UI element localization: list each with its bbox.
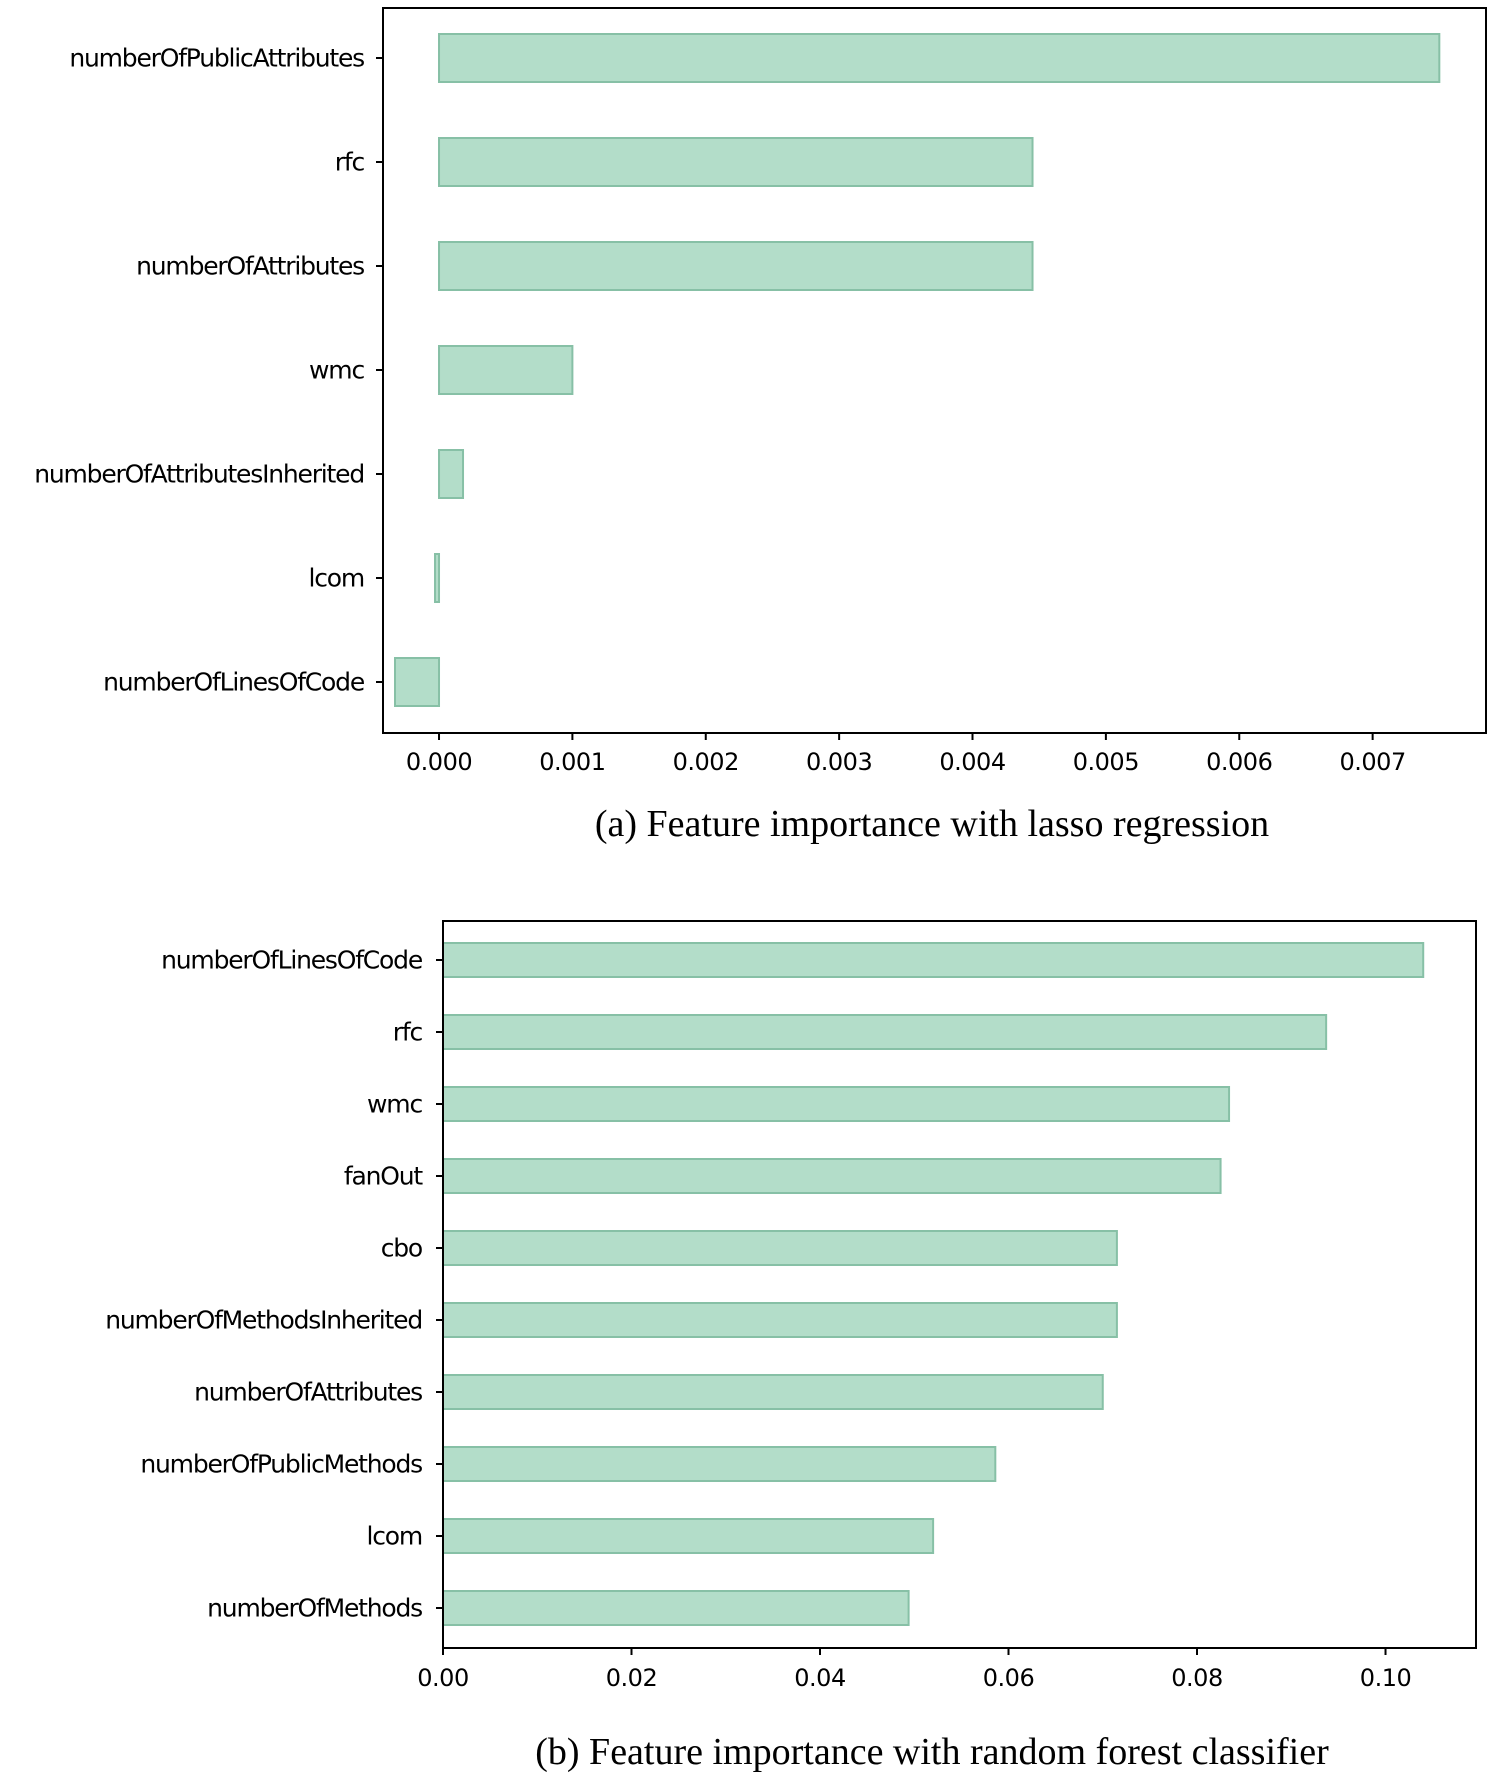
- rf-bar-fan-out: [442, 1158, 1222, 1194]
- rf-category-label: wmc: [367, 1090, 422, 1119]
- lasso-bar-lcom: [434, 553, 441, 603]
- random-forest-feature-importance-chart: numberOfLinesOfCode rfc wmc fanOut cbo number…: [105, 920, 1477, 1692]
- random-forest-chart-caption: (b) Feature importance with random fores…: [535, 1731, 1329, 1773]
- lasso-chart-caption: (a) Feature importance with lasso regres…: [595, 803, 1269, 845]
- lasso-category-label: numberOfAttributesInherited: [34, 460, 364, 489]
- rf-x-tick-label: 0.00: [417, 1664, 468, 1692]
- lasso-category-label: wmc: [309, 356, 364, 385]
- lasso-bar-number-of-public-attributes: [438, 33, 1441, 83]
- rf-bar-number-of-methods-inherited: [442, 1302, 1118, 1338]
- lasso-bar-rfc: [438, 137, 1034, 187]
- rf-x-tick-label: 0.06: [983, 1664, 1034, 1692]
- rf-bar-number-of-lines-of-code: [442, 942, 1425, 978]
- rf-bar-number-of-attributes: [442, 1374, 1104, 1410]
- rf-category-label: numberOfAttributes: [194, 1378, 422, 1407]
- lasso-bar-wmc: [438, 345, 574, 395]
- rf-bar-lcom: [442, 1518, 935, 1554]
- rf-category-label: lcom: [366, 1522, 422, 1551]
- rf-plot-frame: [442, 920, 1477, 1649]
- rf-x-tick-label: 0.04: [794, 1664, 845, 1692]
- rf-category-label: numberOfMethodsInherited: [105, 1306, 422, 1335]
- lasso-x-tick-label: 0.000: [406, 748, 472, 776]
- rf-x-tick-label: 0.02: [606, 1664, 657, 1692]
- rf-bar-cbo: [442, 1230, 1118, 1266]
- lasso-category-label: rfc: [335, 148, 365, 177]
- lasso-x-tick-label: 0.006: [1206, 748, 1272, 776]
- rf-category-label: numberOfLinesOfCode: [161, 946, 423, 975]
- lasso-x-tick-label: 0.003: [806, 748, 872, 776]
- lasso-bar-number-of-attributes: [438, 241, 1034, 291]
- rf-bar-number-of-methods: [442, 1590, 910, 1626]
- rf-bar-rfc: [442, 1014, 1328, 1050]
- lasso-x-tick-label: 0.001: [539, 748, 605, 776]
- lasso-category-label: lcom: [308, 564, 364, 593]
- rf-category-label: numberOfMethods: [207, 1594, 422, 1623]
- rf-category-label: cbo: [381, 1234, 422, 1263]
- rf-category-label: numberOfPublicMethods: [140, 1450, 422, 1479]
- rf-category-label: rfc: [393, 1018, 423, 1047]
- lasso-category-label: numberOfPublicAttributes: [69, 44, 364, 73]
- rf-category-label: fanOut: [344, 1162, 423, 1191]
- rf-x-tick-label: 0.10: [1360, 1664, 1411, 1692]
- lasso-category-label: numberOfLinesOfCode: [103, 668, 365, 697]
- lasso-bar-number-of-attributes-inherited: [438, 449, 465, 499]
- lasso-x-tick-label: 0.002: [673, 748, 739, 776]
- lasso-feature-importance-chart: numberOfPublicAttributes rfc numberOfAttri…: [34, 7, 1487, 776]
- lasso-x-tick-label: 0.007: [1340, 748, 1406, 776]
- rf-bar-wmc: [442, 1086, 1231, 1122]
- lasso-bar-number-of-lines-of-code: [394, 657, 441, 707]
- rf-x-tick-label: 0.08: [1171, 1664, 1222, 1692]
- lasso-category-label: numberOfAttributes: [136, 252, 364, 281]
- lasso-x-tick-label: 0.004: [939, 748, 1005, 776]
- lasso-x-tick-label: 0.005: [1073, 748, 1139, 776]
- lasso-plot-frame: [382, 7, 1487, 734]
- rf-bar-number-of-public-methods: [442, 1446, 997, 1482]
